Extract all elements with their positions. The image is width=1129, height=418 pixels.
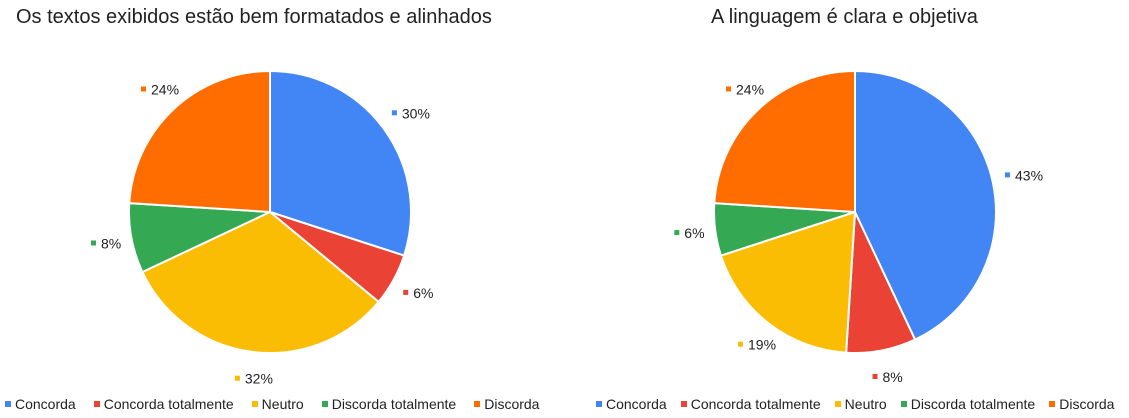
legend-item: Concorda <box>596 396 667 412</box>
slice-value-label: 8% <box>91 236 121 252</box>
chart-title-formatting: Os textos exibidos estão bem formatados … <box>16 6 492 28</box>
slice-label-marker <box>234 375 240 381</box>
pie-slice-neutro <box>719 211 856 354</box>
slice-value-text: 32% <box>245 371 273 387</box>
legend-label: Discorda <box>484 396 540 412</box>
slice-value-label: 32% <box>234 371 273 387</box>
legend-label: Neutro <box>261 396 304 412</box>
legend-item: Concorda <box>5 396 76 412</box>
legend-swatch <box>596 401 602 407</box>
slice-value-text: 30% <box>402 105 430 121</box>
legend-item: Discorda totalmente <box>321 396 457 412</box>
slice-label-marker <box>391 110 397 116</box>
slice-value-text: 8% <box>101 236 121 252</box>
slice-value-label: 43% <box>1005 167 1043 183</box>
slice-label-marker <box>91 240 96 246</box>
slice-value-label: 24% <box>726 82 764 98</box>
legend-swatch <box>900 401 907 407</box>
slice-label-marker <box>738 341 743 347</box>
slice-value-text: 19% <box>748 337 776 353</box>
legend-language: Concorda Concorda totalmente Neutro Discord… <box>596 396 1114 412</box>
slice-value-label: 8% <box>872 369 903 385</box>
legend-swatch <box>321 401 328 407</box>
slice-value-label: 6% <box>403 285 433 301</box>
legend-swatch <box>474 401 481 407</box>
legend-label: Discorda <box>1059 396 1115 412</box>
slice-label-marker <box>141 86 146 92</box>
legend-item: Neutro <box>834 396 887 412</box>
legend-item: Concorda totalmente <box>680 396 821 412</box>
legend-swatch <box>93 401 100 407</box>
pie-slice-concorda <box>854 70 997 341</box>
slice-label-marker <box>726 86 731 92</box>
slice-value-label: 6% <box>674 225 705 241</box>
legend-item: Neutro <box>251 396 304 412</box>
slice-label-marker <box>1005 172 1010 178</box>
pie-slice-concorda <box>269 70 412 257</box>
legend-label: Concorda <box>15 396 76 412</box>
legend-swatch <box>680 401 687 407</box>
pie-slice-discorda <box>128 70 271 213</box>
pie-slice-neutro <box>141 211 380 354</box>
legend-label: Concorda totalmente <box>103 396 234 412</box>
slice-value-text: 43% <box>1015 167 1043 183</box>
slice-value-text: 6% <box>684 225 704 241</box>
slice-label-marker <box>403 289 409 295</box>
slice-label-marker <box>872 374 878 379</box>
chart-title-language: A linguagem é clara e objetiva <box>711 6 978 28</box>
legend-label: Discorda totalmente <box>910 396 1036 412</box>
slice-value-text: 24% <box>151 82 179 98</box>
pie-slice-discorda <box>713 70 856 213</box>
legend-item: Discorda <box>474 396 539 412</box>
legend-label: Discorda totalmente <box>331 396 457 412</box>
slice-label-marker <box>674 230 680 236</box>
legend-label: Concorda totalmente <box>690 396 821 412</box>
slice-value-text: 24% <box>736 82 764 98</box>
slice-value-label: 19% <box>738 337 776 353</box>
legend-formatting: Concorda Concorda totalmente Neutro Discord… <box>5 396 539 412</box>
slice-value-label: 30% <box>391 105 430 121</box>
slice-value-text: 6% <box>413 285 433 301</box>
slice-value-text: 8% <box>883 369 903 385</box>
legend-swatch <box>251 401 258 407</box>
legend-label: Neutro <box>844 396 887 412</box>
slice-value-label: 24% <box>141 82 179 98</box>
legend-item: Discorda <box>1049 396 1114 412</box>
legend-item: Concorda totalmente <box>93 396 234 412</box>
legend-swatch <box>834 401 841 407</box>
legend-swatch <box>5 401 11 407</box>
legend-item: Discorda totalmente <box>900 396 1036 412</box>
legend-swatch <box>1049 401 1056 407</box>
legend-label: Concorda <box>606 396 667 412</box>
